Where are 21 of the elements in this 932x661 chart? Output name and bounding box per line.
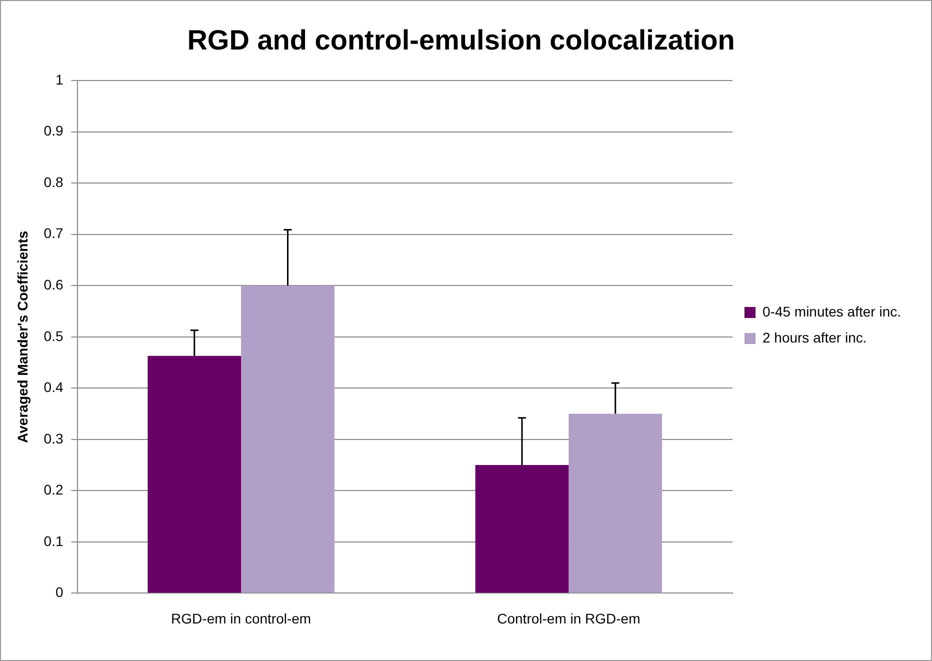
y-tick-label: 0.7 (44, 225, 64, 242)
x-tick-label: RGD-em in control-em (171, 610, 312, 626)
y-tick-label: 0.2 (44, 482, 64, 498)
y-tick-label: 0 (55, 584, 64, 600)
legend-label: 0-45 minutes after inc. (762, 303, 902, 320)
y-axis-title: Averaged Mander's Coefficients (14, 230, 30, 443)
bar (475, 465, 569, 593)
y-tick-label: 0.3 (44, 430, 64, 446)
y-tick-label: 0.4 (44, 379, 64, 396)
y-tick-label: 0.1 (44, 532, 64, 549)
bar (568, 414, 662, 593)
x-tick-label: Control-em in RGD-em (497, 610, 640, 626)
y-tick-label: 0.5 (44, 328, 64, 344)
y-tick-label: 0.9 (44, 122, 64, 139)
y-tick-label: 1 (55, 71, 64, 88)
chart-title: RGD and control-emulsion colocalization (187, 24, 735, 56)
bar (241, 286, 334, 593)
y-tick-label: 0.8 (44, 174, 64, 190)
bar (148, 356, 242, 593)
y-tick-label: 0.6 (44, 276, 64, 292)
legend-label: 2 hours after inc. (762, 329, 867, 346)
